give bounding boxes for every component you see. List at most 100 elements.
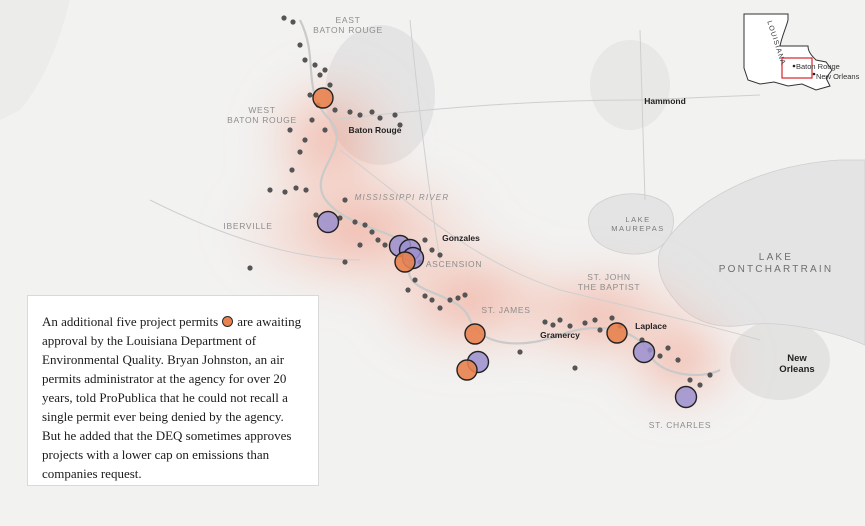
facility-dot — [557, 317, 563, 323]
lake-maurepas-shape — [588, 193, 674, 255]
lakes — [588, 159, 865, 346]
label-west-baton-rouge: WEST BATON ROUGE — [227, 105, 297, 125]
facility-dot — [303, 187, 309, 193]
facility-dot — [687, 377, 693, 383]
pending-permit-marker[interactable] — [312, 87, 334, 109]
annotation-text-end: are awaiting approval by the Louisiana D… — [42, 314, 302, 481]
facility-dot — [307, 92, 313, 98]
facility-dot — [357, 112, 363, 118]
pending-permit-marker[interactable] — [394, 251, 416, 273]
facility-dot — [437, 252, 443, 258]
facility-dot — [657, 353, 663, 359]
project-markers — [312, 87, 698, 409]
facility-dot — [290, 19, 296, 25]
facility-dot — [567, 323, 573, 329]
facility-dot — [382, 242, 388, 248]
pending-permit-icon — [222, 316, 234, 327]
annotation-text-start: An additional five project permits — [42, 314, 219, 329]
label-hammond: Hammond — [644, 96, 686, 106]
facility-dot — [369, 229, 375, 235]
facility-dot — [362, 222, 368, 228]
label-ascension: ASCENSION — [425, 259, 483, 269]
facility-dot — [322, 127, 328, 133]
facility-dot — [675, 357, 681, 363]
facility-dot — [462, 292, 468, 298]
facility-dot — [247, 265, 253, 271]
facility-dot — [297, 42, 303, 48]
facility-dot — [312, 62, 318, 68]
facility-dot — [397, 122, 403, 128]
label-lake-maurepas: LAKE MAUREPAS — [611, 215, 665, 233]
facility-dot — [357, 242, 363, 248]
facility-dot — [422, 237, 428, 243]
facility-dot — [542, 319, 548, 325]
pending-permit-marker[interactable] — [606, 322, 628, 344]
inset-label-baton-rouge: Baton Rouge — [796, 62, 840, 71]
inset-label-new-orleans: New Orleans — [816, 72, 860, 81]
facility-dot — [455, 295, 461, 301]
facility-dot — [572, 365, 578, 371]
inset-baton-rouge-dot — [792, 64, 796, 68]
label-lake-pontchartrain: LAKE PONTCHARTRAIN — [718, 252, 834, 275]
facility-dot — [609, 315, 615, 321]
facility-dot — [289, 167, 295, 173]
facility-dot — [550, 322, 556, 328]
louisiana-outline — [743, 13, 833, 91]
label-east-baton-rouge: EAST BATON ROUGE — [313, 15, 383, 35]
annotation-box: An additional five project permits are aw… — [27, 295, 319, 486]
facility-dot — [297, 149, 303, 155]
facility-dot — [392, 112, 398, 118]
facility-dot — [347, 109, 353, 115]
facility-dot — [342, 259, 348, 265]
pending-permit-marker[interactable] — [464, 323, 486, 345]
facility-dot — [302, 57, 308, 63]
facility-dot — [342, 197, 348, 203]
label-mississippi-river: MISSISSIPPI RIVER — [354, 193, 450, 202]
mississippi-river — [299, 19, 721, 377]
inset-highlight-box — [781, 57, 813, 79]
label-st-james: ST. JAMES — [481, 305, 531, 315]
facility-dot — [592, 317, 598, 323]
facility-dot — [422, 293, 428, 299]
pending-permit-marker[interactable] — [456, 359, 478, 381]
facility-dot — [429, 297, 435, 303]
label-new-orleans: New Orleans — [779, 353, 815, 375]
facility-dot — [429, 247, 435, 253]
facility-dot — [281, 15, 287, 21]
label-laplace: Laplace — [635, 321, 667, 331]
facility-dot — [405, 287, 411, 293]
label-gonzales: Gonzales — [442, 233, 480, 243]
label-st-charles: ST. CHARLES — [648, 420, 712, 430]
facility-dot — [377, 115, 383, 121]
facility-dot — [517, 349, 523, 355]
facility-dot — [597, 327, 603, 333]
approved-project-marker[interactable] — [316, 210, 340, 234]
inset-new-orleans-dot — [812, 72, 816, 76]
facility-dot — [332, 107, 338, 113]
roads — [149, 19, 761, 341]
facility-dot — [317, 72, 323, 78]
label-gramercy: Gramercy — [540, 330, 580, 340]
facility-dot — [707, 372, 713, 378]
facility-dot — [302, 137, 308, 143]
facility-dot — [309, 117, 315, 123]
facility-dot — [369, 109, 375, 115]
approved-project-marker[interactable] — [674, 385, 698, 409]
facility-dot — [267, 187, 273, 193]
facility-dot — [322, 67, 328, 73]
facility-dot — [327, 82, 333, 88]
facility-dot — [352, 219, 358, 225]
facility-dot — [412, 277, 418, 283]
facility-dot — [375, 237, 381, 243]
facility-dot — [447, 297, 453, 303]
facility-dot — [293, 185, 299, 191]
facility-dot — [665, 345, 671, 351]
facility-dot — [697, 382, 703, 388]
label-iberville: IBERVILLE — [223, 221, 273, 231]
label-baton-rouge: Baton Rouge — [348, 125, 402, 135]
approved-project-marker[interactable] — [632, 340, 656, 364]
locator-inset: LOUISIANA Baton Rouge New Orleans — [736, 8, 859, 98]
facility-dot — [282, 189, 288, 195]
facility-dot — [313, 212, 319, 218]
facility-dot — [582, 320, 588, 326]
